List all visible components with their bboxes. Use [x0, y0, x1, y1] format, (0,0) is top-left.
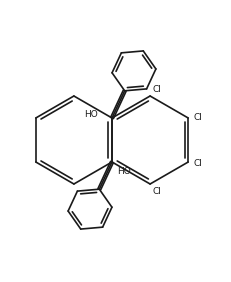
Text: Cl: Cl — [192, 113, 201, 122]
Text: HO: HO — [84, 109, 97, 118]
Text: Cl: Cl — [152, 186, 160, 195]
Text: Cl: Cl — [152, 85, 160, 94]
Text: Cl: Cl — [192, 158, 201, 168]
Text: HO: HO — [116, 168, 130, 177]
